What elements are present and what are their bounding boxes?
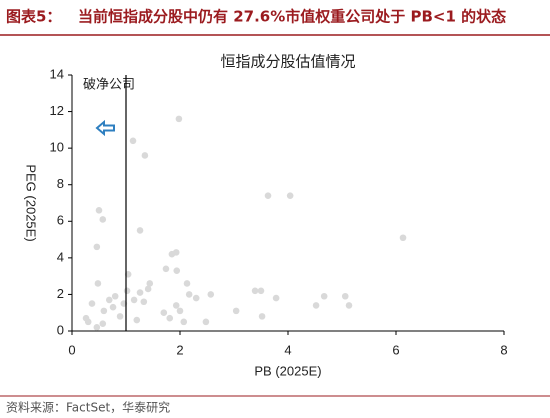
point xyxy=(258,313,266,320)
point xyxy=(172,249,180,256)
point xyxy=(341,292,349,300)
y-tick-label: 8 xyxy=(57,176,64,191)
point xyxy=(84,318,92,326)
point xyxy=(286,192,294,199)
point xyxy=(140,298,148,306)
point xyxy=(172,302,180,309)
point xyxy=(99,320,107,327)
figure-label: 图表5： xyxy=(6,8,61,26)
y-tick-label: 6 xyxy=(57,213,64,228)
point xyxy=(162,265,170,273)
point xyxy=(320,292,328,300)
y-tick-label: 12 xyxy=(50,103,64,118)
point xyxy=(166,314,174,322)
point xyxy=(144,285,152,293)
point xyxy=(176,307,184,315)
point xyxy=(146,280,154,287)
x-tick-label: 0 xyxy=(68,342,75,357)
point xyxy=(133,316,141,324)
source: 资料来源：FactSet，华泰研究 xyxy=(6,400,170,415)
point xyxy=(99,216,107,223)
point xyxy=(264,192,272,199)
y-tick-label: 10 xyxy=(50,140,64,155)
point xyxy=(130,296,138,304)
point xyxy=(95,207,103,214)
point xyxy=(183,280,191,287)
point xyxy=(175,115,183,123)
x-tick-label: 6 xyxy=(392,342,399,357)
point xyxy=(136,227,144,234)
point xyxy=(399,234,407,242)
point xyxy=(202,318,210,326)
point xyxy=(272,294,280,302)
point xyxy=(129,137,137,145)
annotation: 破净公司 xyxy=(83,78,135,93)
x-axis-label: PB (2025E) xyxy=(254,363,321,378)
point xyxy=(312,302,320,309)
point xyxy=(105,296,113,304)
point xyxy=(93,324,101,331)
point xyxy=(94,280,102,287)
point xyxy=(257,287,265,295)
point xyxy=(136,289,144,296)
point xyxy=(345,302,353,309)
point xyxy=(100,307,108,315)
point xyxy=(123,287,131,295)
x-tick-label: 2 xyxy=(176,342,183,357)
point xyxy=(192,294,200,302)
point xyxy=(232,307,240,315)
point xyxy=(173,267,181,274)
point xyxy=(109,303,117,311)
point xyxy=(180,318,188,326)
y-tick-label: 0 xyxy=(57,322,64,337)
point xyxy=(93,243,101,251)
point xyxy=(111,292,119,300)
chart-title: 恒指成分股估值情况 xyxy=(220,53,355,71)
point xyxy=(141,152,149,159)
y-axis-label: PEG (2025E) xyxy=(24,164,39,241)
point xyxy=(185,291,193,298)
figure-title: 当前恒指成分股中仍有 27.6%市值权重公司处于 PB<1 的状态 xyxy=(78,8,506,26)
x-tick-label: 8 xyxy=(500,342,507,357)
arrow-icon xyxy=(95,119,115,137)
point xyxy=(160,309,168,317)
point xyxy=(88,300,96,307)
point xyxy=(116,313,124,320)
point xyxy=(207,291,215,298)
y-tick-label: 4 xyxy=(57,249,64,264)
y-tick-label: 14 xyxy=(50,66,64,81)
point xyxy=(251,287,259,295)
y-tick-label: 2 xyxy=(57,286,64,301)
x-tick-label: 4 xyxy=(284,342,291,357)
